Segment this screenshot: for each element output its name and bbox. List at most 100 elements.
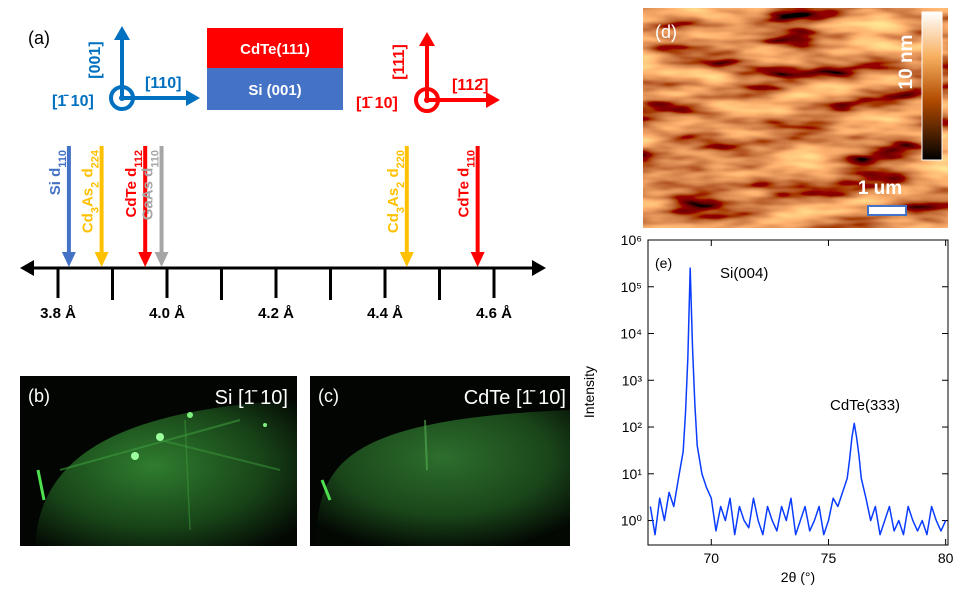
- panel-label: (b): [28, 386, 50, 406]
- panel-caption: CdTe [1̄ 10]: [464, 387, 566, 409]
- spot: [263, 423, 267, 427]
- y-tick-label: 10⁵: [621, 279, 642, 295]
- annotation: CdTe(333): [830, 397, 900, 414]
- afm-image: [643, 8, 948, 228]
- spot: [131, 452, 139, 460]
- axis-label: [110]: [145, 75, 181, 92]
- colorbar-label: 10 nm: [896, 35, 917, 90]
- y-tick-label: 10³: [622, 372, 643, 388]
- si-axes: [001] [110] [1̄ 10]: [52, 26, 200, 111]
- axis-label: [001]: [87, 41, 104, 78]
- streak: [424, 419, 428, 471]
- marker-label: CdTe d110: [456, 150, 478, 217]
- streak: [59, 419, 241, 471]
- label-part: 2: [90, 182, 102, 188]
- marker-label: Cd3As2 d220: [385, 150, 407, 233]
- streak: [184, 419, 191, 531]
- cdte-axes: [111] [112̄] [1̄ 10]: [356, 32, 500, 113]
- label-part: As: [385, 188, 402, 207]
- label-part: GaAs d: [140, 168, 157, 221]
- marker-label: Si d110: [47, 150, 69, 195]
- image-glow: [35, 400, 297, 546]
- plot-frame: [647, 239, 949, 546]
- xrd-line: [649, 267, 947, 536]
- tick-label: 4.2 Å: [258, 305, 294, 322]
- x-tick-label: 70: [703, 550, 719, 566]
- label-part: d: [385, 168, 402, 181]
- panel-label: (d): [655, 22, 677, 42]
- spot: [187, 412, 193, 418]
- y-tick-label: 10⁴: [620, 326, 642, 342]
- label-part: 2: [395, 182, 407, 188]
- marker-head: [94, 252, 109, 267]
- marker-label: CdTe d112: [123, 150, 145, 217]
- spot: [156, 433, 164, 441]
- panel-label: (c): [318, 386, 339, 406]
- panel-label: (a): [28, 28, 50, 48]
- axis-dot: [424, 97, 430, 103]
- panel-label: (e): [655, 255, 672, 271]
- axis-label: [112̄]: [452, 77, 488, 94]
- label-part: 224: [90, 149, 102, 168]
- marker-head: [399, 252, 414, 267]
- axis-label: [1̄ 10]: [356, 95, 398, 112]
- scale-label: 1 um: [858, 178, 902, 199]
- y-axis-label: Intensity: [581, 366, 597, 418]
- axis-circle: [414, 87, 440, 113]
- label-part: Si d: [47, 168, 64, 196]
- tick-label: 3.8 Å: [40, 305, 76, 322]
- y-tick-label: 10¹: [622, 466, 643, 482]
- arrow-head: [532, 260, 546, 276]
- streak: [159, 439, 281, 471]
- x-tick-label: 75: [821, 550, 837, 566]
- y-tick-label: 10⁰: [621, 513, 643, 529]
- axis-dot: [119, 95, 125, 101]
- label-part: 110: [150, 150, 162, 168]
- arrow-head: [186, 90, 200, 106]
- arrow-head: [419, 32, 435, 46]
- tick-label: 4.0 Å: [149, 305, 185, 322]
- axis-circle: [109, 85, 135, 111]
- rheed-image: [310, 376, 570, 546]
- marker-label: GaAs d110: [140, 150, 162, 220]
- streak: [36, 469, 46, 501]
- colorbar: [921, 11, 943, 161]
- x-axis-label: 2θ (°): [781, 569, 815, 585]
- label-part: 220: [395, 150, 407, 168]
- marker-label: Cd3As2 d224: [80, 149, 102, 233]
- y-tick-label: 10⁶: [621, 232, 642, 248]
- tick-label: 4.4 Å: [367, 305, 403, 322]
- annotation: Si(004): [720, 265, 768, 282]
- label-part: As: [80, 188, 97, 207]
- label-part: Cd: [80, 213, 97, 233]
- layer-label: Si (001): [248, 82, 301, 99]
- label-part: 110: [466, 150, 478, 168]
- arrow-head: [114, 26, 130, 40]
- axis-label: [111]: [391, 44, 408, 80]
- arrow-head: [486, 92, 500, 108]
- label-part: Cd: [385, 213, 402, 233]
- y-tick-label: 10²: [622, 419, 643, 435]
- label-part: CdTe d: [123, 168, 140, 218]
- xrd-chart: 10⁰ 10¹ 10² 10³ 10⁴ 10⁵ 10⁶ 70 75 80: [620, 232, 953, 566]
- layer-si: [207, 68, 343, 110]
- arrow-head: [20, 260, 34, 276]
- marker-head: [61, 252, 76, 267]
- axis-label: [1̄ 10]: [52, 93, 94, 110]
- image-glow: [315, 410, 570, 546]
- tick-label: 4.6 Å: [476, 305, 512, 322]
- scale-bar: [867, 205, 907, 216]
- marker-head: [154, 252, 169, 267]
- label-part: 3: [395, 207, 407, 213]
- label-part: 112: [133, 150, 145, 168]
- panel-caption: Si [1̄ 10]: [215, 387, 288, 409]
- label-part: 110: [57, 150, 69, 168]
- x-tick-label: 80: [938, 550, 954, 566]
- streak: [320, 479, 332, 501]
- marker-head: [470, 252, 485, 267]
- label-part: 3: [90, 207, 102, 213]
- layer-cdte: [207, 28, 343, 68]
- rheed-image: [20, 376, 297, 546]
